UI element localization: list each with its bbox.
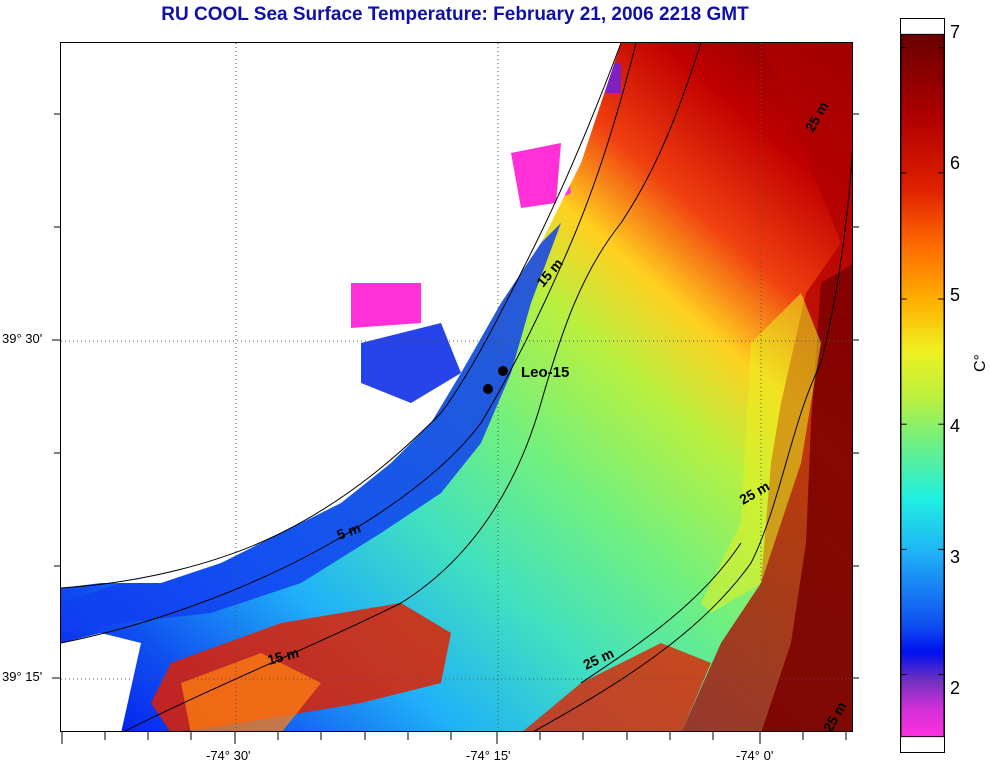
blue-bay-patch xyxy=(361,323,461,403)
station-marker-2 xyxy=(483,384,493,394)
land-southwest xyxy=(61,633,141,731)
depth-contour-15m xyxy=(123,43,702,731)
orange-southwest-patch xyxy=(181,653,321,731)
cold-nearshore-band xyxy=(61,223,561,633)
magenta-bay-patch-5 xyxy=(511,143,561,208)
lon-label-2: -74° 15' xyxy=(466,748,511,763)
colorbar-tick-2: 2 xyxy=(950,678,961,698)
depth-label-15m-sw: 15 m xyxy=(266,644,301,668)
depth-contour-5m xyxy=(61,43,637,644)
land-mass xyxy=(61,43,621,588)
magenta-bay-patch-4 xyxy=(351,283,421,328)
depth-contour-25m-south xyxy=(580,542,742,684)
lon-label-1: -74° 30' xyxy=(206,748,251,763)
lat-label-2: 39° 15' xyxy=(2,669,43,684)
hot-offshore-patch xyxy=(761,264,852,731)
station-label-leo15: Leo-15 xyxy=(521,364,569,381)
colorbar-tick-6: 6 xyxy=(950,153,961,173)
sst-map-canvas: 25 m 15 m 5 m 25 m 15 m 25 m 25 m Leo-15 xyxy=(61,43,852,731)
colorbar xyxy=(900,18,945,753)
colorbar-gradient xyxy=(901,33,944,738)
coastline xyxy=(61,43,622,589)
station-marker-1 xyxy=(498,366,508,376)
map-title: RU COOL Sea Surface Temperature: Februar… xyxy=(161,4,749,25)
southern-warm-band xyxy=(523,643,711,731)
colorbar-unit-label: C° xyxy=(972,354,989,372)
yellow-band-east xyxy=(701,293,821,613)
depth-label-5m: 5 m xyxy=(335,520,363,543)
lat-label-1: 39° 30' xyxy=(2,331,43,346)
lon-label-3: -74° 0' xyxy=(736,748,774,763)
colorbar-tick-3: 3 xyxy=(950,547,961,567)
depth-contour-25m xyxy=(533,150,852,731)
sst-map[interactable]: 25 m 15 m 5 m 25 m 15 m 25 m 25 m Leo-15 xyxy=(60,42,853,732)
colorbar-tick-4: 4 xyxy=(950,416,961,436)
colorbar-tick-5: 5 xyxy=(950,285,961,305)
colorbar-tick-7: 7 xyxy=(950,22,961,42)
